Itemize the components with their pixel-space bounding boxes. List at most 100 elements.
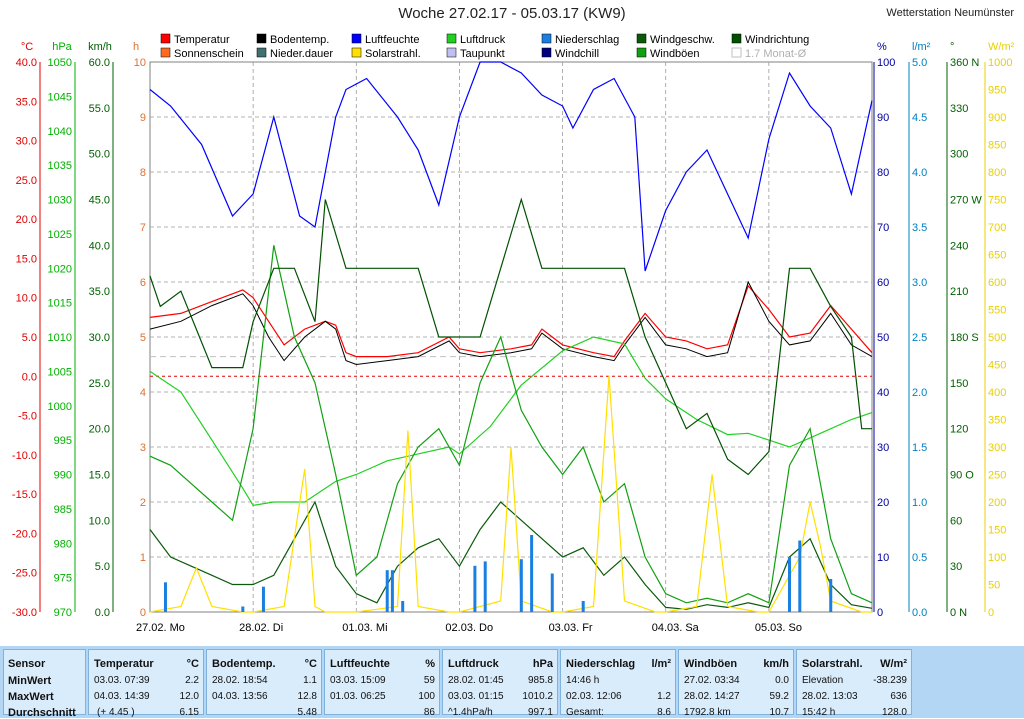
series-windgeschw-line bbox=[149, 500, 873, 610]
gust-min-time: 27.02. 03:34 bbox=[684, 675, 740, 686]
temp-max-val: 12.0 bbox=[179, 691, 199, 702]
tick-label: 0.0 bbox=[95, 607, 110, 619]
hum-title: Luftfeuchte bbox=[330, 658, 390, 670]
gust-max-time: 28.02. 14:27 bbox=[684, 691, 740, 702]
stats-solar: Solarstrahl. W/m² Elevation -38.239 28.0… bbox=[796, 649, 912, 718]
tick-label: 650 bbox=[988, 250, 1006, 262]
tick-label: 950 bbox=[988, 85, 1006, 97]
tick-label: 90 O bbox=[950, 470, 974, 482]
tick-label: 1025 bbox=[48, 229, 72, 241]
hum-unit: % bbox=[425, 658, 435, 670]
stats-gusts: Windböen km/h 27.02. 03:34 0.0 28.02. 14… bbox=[678, 649, 794, 718]
tick-label: 200 bbox=[988, 497, 1006, 509]
rain-max-val: 1.2 bbox=[657, 691, 671, 702]
tick-label: 1045 bbox=[48, 91, 72, 103]
tick-label: 4.5 bbox=[912, 112, 927, 124]
avg-header: Durchschnitt bbox=[8, 707, 76, 719]
stats-pressure: Luftdruck hPa 28.02. 01:45 985.8 03.03. … bbox=[442, 649, 558, 718]
legend-label: Niederschlag bbox=[555, 34, 619, 46]
axis-unit-label: ° bbox=[950, 41, 954, 53]
day-label: 04.03. Sa bbox=[652, 622, 700, 634]
tick-label: 20 bbox=[877, 497, 889, 509]
legend-swatch bbox=[160, 47, 171, 58]
tick-label: 40.0 bbox=[16, 57, 37, 69]
rain-bar bbox=[581, 601, 585, 612]
hum-min-time: 03.03. 15:09 bbox=[330, 675, 386, 686]
tick-label: 5 bbox=[140, 332, 146, 344]
axis-unit-label: % bbox=[877, 41, 887, 53]
hum-max-time: 01.03. 06:25 bbox=[330, 691, 386, 702]
tick-label: 2 bbox=[140, 497, 146, 509]
tick-label: 700 bbox=[988, 222, 1006, 234]
solar-max-time: 28.02. 13:03 bbox=[802, 691, 858, 702]
tick-label: 360 N bbox=[950, 57, 979, 69]
tick-label: 40 bbox=[877, 387, 889, 399]
stats-sensor-box: Sensor MinWert MaxWert Durchschnitt bbox=[3, 649, 86, 719]
day-label: 28.02. Di bbox=[239, 622, 283, 634]
pres-max-val: 1010.2 bbox=[522, 691, 553, 702]
gust-distance: 1792.8 km bbox=[684, 707, 731, 718]
tick-label: -5.0 bbox=[18, 411, 37, 423]
tick-label: 5.0 bbox=[22, 332, 37, 344]
axis-unit-label: l/m² bbox=[912, 41, 931, 53]
legend-label: Windböen bbox=[650, 48, 700, 60]
ground-max-time: 04.03. 13:56 bbox=[212, 691, 268, 702]
tick-label: 995 bbox=[54, 435, 72, 447]
tick-label: 20.0 bbox=[16, 214, 37, 226]
temp-avg-label: (+ 4.45 ) bbox=[97, 707, 135, 718]
series-windrichtung-line bbox=[149, 197, 872, 476]
tick-label: 60.0 bbox=[89, 57, 110, 69]
pres-title: Luftdruck bbox=[448, 658, 499, 670]
tick-label: 35.0 bbox=[16, 96, 37, 108]
min-header: MinWert bbox=[8, 675, 52, 687]
tick-label: 120 bbox=[950, 424, 968, 436]
tick-label: 5.0 bbox=[912, 57, 927, 69]
day-label: 03.03. Fr bbox=[549, 622, 593, 634]
rain-bar bbox=[163, 582, 167, 612]
tick-label: 400 bbox=[988, 387, 1006, 399]
max-header: MaxWert bbox=[8, 691, 54, 703]
tick-label: 3 bbox=[140, 442, 146, 454]
tick-label: 0.0 bbox=[912, 607, 927, 619]
tick-label: 1040 bbox=[48, 126, 72, 138]
rain-bar bbox=[385, 570, 389, 612]
ground-title: Bodentemp. bbox=[212, 658, 276, 670]
legend-label: Windgeschw. bbox=[650, 34, 715, 46]
tick-label: 3.5 bbox=[912, 222, 927, 234]
tick-label: 300 bbox=[950, 149, 968, 161]
legend-swatch bbox=[636, 47, 647, 58]
tick-label: 10 bbox=[134, 57, 146, 69]
series-luftfeuchte-line bbox=[149, 61, 873, 272]
tick-label: 0 bbox=[988, 607, 994, 619]
tick-label: 0 N bbox=[950, 607, 967, 619]
tick-label: 25.0 bbox=[89, 378, 110, 390]
stats-panel: Sensor MinWert MaxWert Durchschnitt Temp… bbox=[0, 646, 1024, 719]
tick-label: 5.0 bbox=[95, 561, 110, 573]
tick-label: 150 bbox=[988, 525, 1006, 537]
tick-label: 55.0 bbox=[89, 103, 110, 115]
legend-swatch bbox=[160, 33, 171, 44]
tick-label: 0.0 bbox=[22, 371, 37, 383]
temp-unit: °C bbox=[186, 658, 199, 670]
legend-label: Temperatur bbox=[174, 34, 230, 46]
tick-label: 985 bbox=[54, 504, 72, 516]
gust-title: Windböen bbox=[684, 658, 738, 670]
rain-bar bbox=[798, 540, 802, 612]
legend-label: Windchill bbox=[555, 48, 599, 60]
rain-unit: l/m² bbox=[651, 658, 671, 670]
legend-swatch bbox=[541, 33, 552, 44]
axis-unit-label: W/m² bbox=[988, 41, 1015, 53]
hum-min-val: 59 bbox=[423, 675, 435, 686]
gust-max-val: 59.2 bbox=[769, 691, 789, 702]
rain-bar bbox=[829, 579, 833, 612]
rain-bar bbox=[550, 573, 554, 612]
rain-bar bbox=[390, 570, 394, 612]
tick-label: 3.0 bbox=[912, 277, 927, 289]
tick-label: 4.0 bbox=[912, 167, 927, 179]
tick-label: 7 bbox=[140, 222, 146, 234]
tick-label: 1.5 bbox=[912, 442, 927, 454]
series-temperatur-line bbox=[149, 284, 873, 358]
tick-label: 8 bbox=[140, 167, 146, 179]
tick-label: 10.0 bbox=[16, 293, 37, 305]
temp-avg-val: 6.15 bbox=[179, 707, 199, 718]
